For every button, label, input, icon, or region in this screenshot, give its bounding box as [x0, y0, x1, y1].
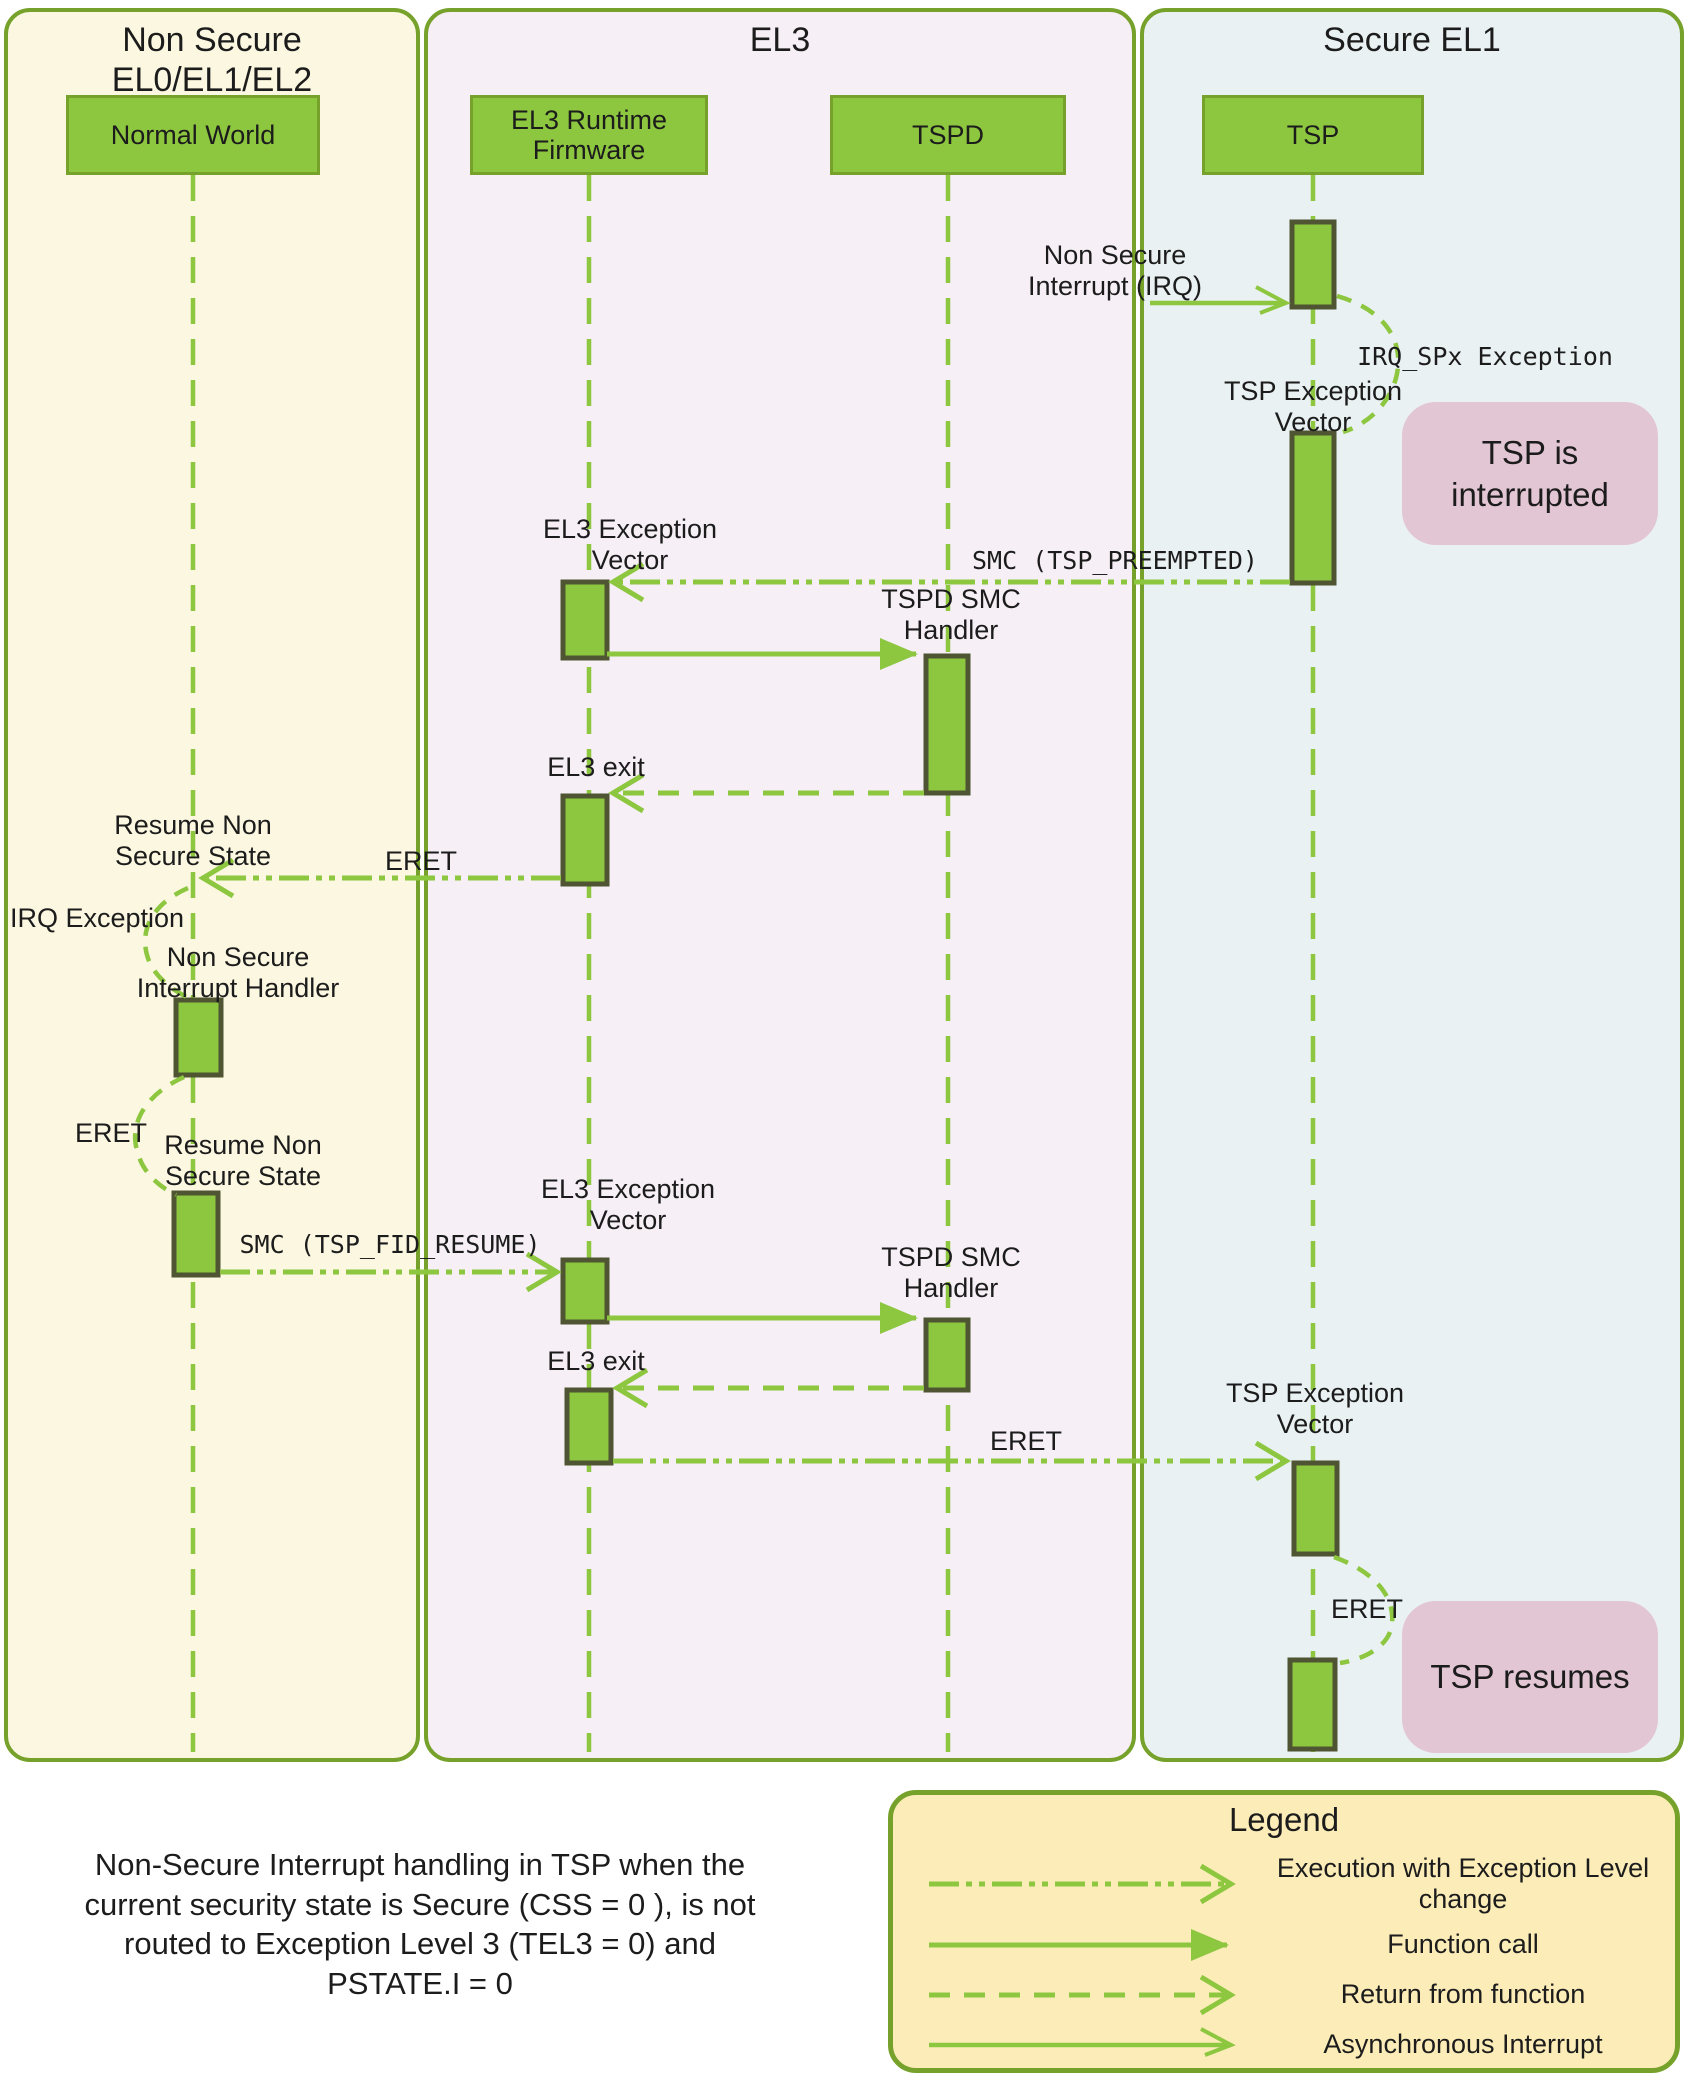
label-eret-1: ERET	[384, 846, 457, 876]
label-el3-exit-1: EL3 exit	[547, 752, 645, 782]
lane-el3: EL3	[424, 8, 1136, 1762]
lane-non-secure: Non Secure EL0/EL1/EL2	[4, 8, 420, 1762]
actor-tspd: TSPD	[830, 95, 1066, 175]
label-tsp-exception-vector-2: TSP Exception Vector	[1225, 1378, 1405, 1440]
legend-row-function-call: Function call	[913, 1917, 1663, 1973]
label-tsp-exception-vector-1: TSP Exception Vector	[1223, 376, 1403, 438]
label-el3-exception-vector-2: EL3 Exception Vector	[540, 1174, 716, 1236]
execution-exception-level-arrow-icon	[929, 1863, 1236, 1905]
label-smc-tsp-fid-resume: SMC (TSP_FID_RESUME)	[239, 1230, 541, 1259]
label-tspd-smc-handler-2: TSPD SMC Handler	[881, 1242, 1021, 1304]
legend-row-asynchronous-interrupt: Asynchronous Interrupt	[913, 2017, 1663, 2073]
label-el3-exception-vector-1: EL3 Exception Vector	[542, 514, 718, 576]
legend: Legend Execution with Exception Level ch…	[888, 1790, 1680, 2073]
actor-tsp: TSP	[1202, 95, 1424, 175]
legend-label-exception-level-change: Execution with Exception Level change	[1276, 1852, 1650, 1914]
lane-title-el3: EL3	[749, 21, 811, 59]
lane-title-non-secure: Non Secure EL0/EL1/EL2	[111, 21, 313, 100]
legend-label-function-call: Function call	[1387, 1929, 1539, 1960]
function-call-arrow-icon	[929, 1929, 1229, 1961]
return-from-function-arrow-icon	[929, 1974, 1236, 2016]
label-non-secure-interrupt: Non Secure Interrupt (IRQ)	[1027, 240, 1203, 302]
legend-label-asynchronous-interrupt: Asynchronous Interrupt	[1323, 2029, 1603, 2060]
label-resume-non-secure-2: Resume Non Secure State	[164, 1130, 322, 1192]
label-eret-4: ERET	[1330, 1594, 1403, 1624]
legend-title: Legend	[1228, 1801, 1340, 1838]
actor-normal-world: Normal World	[66, 95, 320, 175]
note-tsp-resumes: TSP resumes	[1402, 1601, 1658, 1753]
caption: Non-Secure Interrupt handling in TSP whe…	[84, 1847, 756, 2002]
label-irq-spx-exception: IRQ_SPx Exception	[1357, 342, 1613, 371]
label-non-secure-interrupt-handler: Non Secure Interrupt Handler	[136, 942, 340, 1004]
actor-el3-runtime-firmware: EL3 Runtime Firmware	[470, 95, 708, 175]
lane-title-secure-el1: Secure EL1	[1323, 21, 1501, 59]
label-irq-exception: IRQ Exception	[9, 903, 185, 933]
legend-label-return-from-function: Return from function	[1340, 1979, 1586, 2010]
label-smc-tsp-preempted: SMC (TSP_PREEMPTED)	[972, 546, 1258, 575]
label-resume-non-secure-1: Resume Non Secure State	[114, 810, 272, 872]
label-tspd-smc-handler-1: TSPD SMC Handler	[881, 584, 1021, 646]
legend-row-return-from-function: Return from function	[913, 1967, 1663, 2023]
label-eret-2: ERET	[74, 1118, 147, 1148]
label-el3-exit-2: EL3 exit	[547, 1346, 645, 1376]
legend-row-exception-level-change: Execution with Exception Level change	[913, 1847, 1663, 1921]
asynchronous-interrupt-arrow-icon	[929, 2027, 1236, 2057]
label-eret-3: ERET	[989, 1426, 1062, 1456]
note-tsp-is-interrupted: TSP is interrupted	[1402, 402, 1658, 545]
lane-secure-el1: Secure EL1	[1140, 8, 1684, 1762]
